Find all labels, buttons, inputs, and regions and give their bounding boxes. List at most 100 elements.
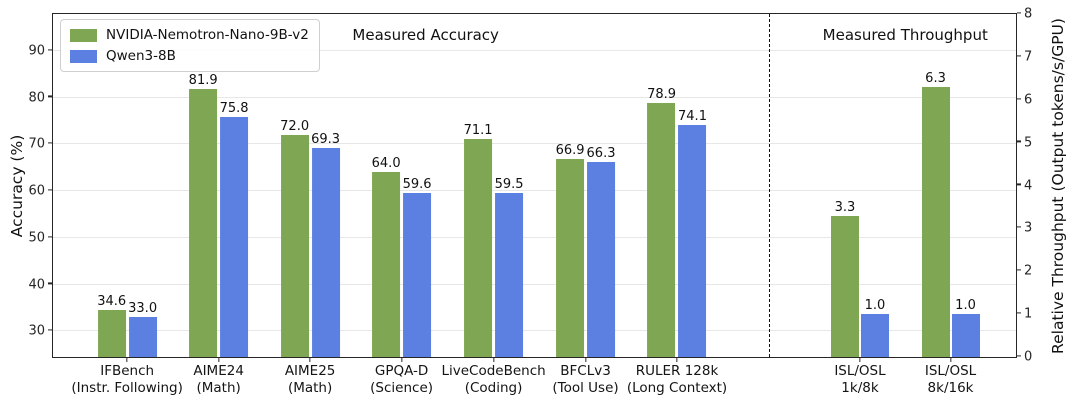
right-axis-tick-mark <box>1017 226 1021 228</box>
bar-column: 3.3 <box>830 14 859 357</box>
right-axis-tick-label: 2 <box>1024 263 1033 279</box>
x-tick-label-line2: (Coding) <box>464 379 523 396</box>
left-axis-tick-label: 70 <box>28 136 45 152</box>
right-axis-title: Relative Throughput (Output tokens/s/GPU… <box>1049 18 1067 354</box>
left-axis-tick-mark <box>48 282 52 284</box>
gridline <box>53 190 1016 192</box>
x-tick-label-line1: LiveCodeBench <box>441 363 546 379</box>
bar-value-label: 72.0 <box>280 119 310 135</box>
bar-column: 78.9 <box>647 14 676 357</box>
bar <box>128 317 157 357</box>
x-tick-label-line1: BFCLv3 <box>560 363 611 379</box>
x-tick-label: AIME25 (Math) <box>285 363 336 397</box>
left-axis-tick-mark <box>48 95 52 98</box>
accuracy-section-title: Measured Accuracy <box>352 26 499 44</box>
bar <box>403 192 432 357</box>
left-axis-tick-mark <box>48 142 52 144</box>
x-tick-label: ISL/OSL 1k/8k <box>834 363 885 397</box>
left-axis-tick-label: 60 <box>28 183 45 199</box>
bar-value-label: 1.0 <box>864 298 886 314</box>
bar-value-label: 69.3 <box>311 131 341 147</box>
bar-group: 64.0 59.6 <box>372 14 432 357</box>
x-tick-label-line1: AIME25 <box>284 363 336 379</box>
x-tick-label: GPQA-D (Science) <box>370 363 433 397</box>
bar-group: 81.9 75.8 <box>189 14 249 357</box>
x-tick-label: IFBench (Instr. Following) <box>71 363 183 397</box>
bar <box>189 88 218 357</box>
bar-column: 6.3 <box>921 14 950 357</box>
x-axis-tick-mark <box>949 358 952 362</box>
x-tick-label-line1: ISL/OSL <box>834 363 886 379</box>
bar-value-label: 66.3 <box>586 145 616 161</box>
right-axis-tick-mark <box>1017 55 1021 57</box>
bar-value-label: 59.5 <box>494 177 524 193</box>
x-axis-tick-mark <box>859 358 861 362</box>
bar-column: 66.9 <box>556 14 585 357</box>
right-axis-tick-label: 7 <box>1024 49 1033 65</box>
x-axis-tick-mark <box>584 358 587 362</box>
gridline <box>53 283 1016 285</box>
right-axis-tick-mark <box>1017 312 1021 314</box>
left-axis-tick-mark <box>48 189 52 191</box>
x-tick-label: RULER 128k (Long Context) <box>627 363 727 397</box>
x-tick-label: LiveCodeBench (Coding) <box>441 363 545 397</box>
right-axis-tick-mark <box>1017 97 1021 100</box>
left-axis-tick-label: 40 <box>28 277 45 293</box>
x-axis-tick-mark <box>126 358 128 362</box>
bar <box>220 117 249 357</box>
right-axis-tick-mark <box>1017 140 1021 143</box>
x-tick-label-line2: (Long Context) <box>626 379 728 396</box>
x-tick-label-line1: RULER 128k <box>635 363 719 379</box>
bar <box>280 135 309 357</box>
x-tick-label-line2: (Math) <box>287 379 333 396</box>
legend-color-swatch <box>70 28 97 42</box>
right-axis-tick-label: 8 <box>1024 6 1033 22</box>
bar-group: 6.3 1.0 <box>921 14 980 357</box>
bar-column: 81.9 <box>189 14 218 357</box>
left-axis-tick-mark <box>48 329 52 331</box>
x-axis-tick-mark <box>492 358 495 362</box>
x-tick-label-line2: (Tool Use) <box>552 379 619 396</box>
x-tick-label-line2: 1k/8k <box>841 379 879 396</box>
legend: NVIDIA-Nemotron-Nano-9B-v2 Qwen3-8B <box>60 19 320 72</box>
right-axis-tick-mark <box>1017 269 1021 271</box>
bar-group: 66.9 66.3 <box>556 14 616 357</box>
x-axis-tick-mark <box>309 358 311 362</box>
left-axis-title: Accuracy (%) <box>8 134 26 238</box>
section-divider-dashed-line <box>768 14 770 357</box>
legend-item-label: NVIDIA-Nemotron-Nano-9B-v2 <box>106 27 309 43</box>
bar-column: 64.0 <box>372 14 401 357</box>
right-axis-tick-label: 6 <box>1024 92 1033 108</box>
bar-column: 33.0 <box>128 14 157 357</box>
bar-group: 3.3 1.0 <box>830 14 889 357</box>
bar-column: 75.8 <box>220 14 249 357</box>
bar <box>647 102 676 357</box>
gridline <box>53 96 1016 98</box>
x-tick-label: ISL/OSL 8k/16k <box>925 363 976 397</box>
right-axis-tick-label: 5 <box>1024 135 1033 151</box>
right-axis-tick-label: 3 <box>1024 220 1033 236</box>
bar-value-label: 74.1 <box>678 109 707 125</box>
bar <box>495 193 524 357</box>
bar <box>860 314 889 357</box>
bar-column: 59.5 <box>495 14 524 357</box>
bar-column: 74.1 <box>678 14 707 357</box>
right-axis-tick-label: 0 <box>1024 349 1033 365</box>
x-tick-label-line1: GPQA-D <box>374 363 429 379</box>
x-axis-tick-mark <box>676 358 678 362</box>
x-axis-tick-mark <box>217 358 220 362</box>
x-tick-label-line1: ISL/OSL <box>924 363 977 379</box>
gridline <box>53 330 1016 332</box>
left-axis-tick-label: 30 <box>28 323 45 339</box>
left-axis-tick-label: 80 <box>28 90 45 106</box>
gridline <box>53 236 1016 238</box>
legend-color-swatch <box>70 49 97 63</box>
bar-value-label: 78.9 <box>647 86 677 102</box>
bar-value-label: 75.8 <box>219 101 249 117</box>
left-axis-tick-mark <box>48 49 52 51</box>
gridline <box>53 49 1016 51</box>
legend-item: Qwen3-8B <box>70 48 309 64</box>
bar-value-label: 33.0 <box>128 301 158 317</box>
x-tick-label-line2: (Instr. Following) <box>71 379 183 396</box>
